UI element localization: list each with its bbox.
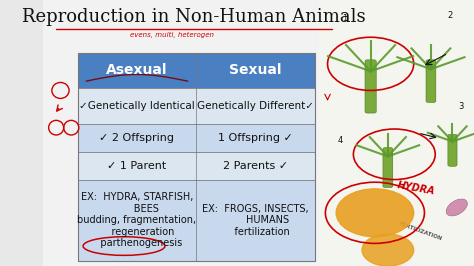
Text: EX:  FROGS, INSECTS,
        HUMANS
    fertilization: EX: FROGS, INSECTS, HUMANS fertilization <box>202 203 309 237</box>
FancyBboxPatch shape <box>448 134 457 166</box>
Text: 2: 2 <box>447 11 453 20</box>
Text: Asexual: Asexual <box>106 64 168 77</box>
FancyBboxPatch shape <box>43 0 474 266</box>
Ellipse shape <box>446 199 467 216</box>
Text: 2 Parents ✓: 2 Parents ✓ <box>223 161 288 171</box>
Text: Reproduction in Non-Human Animals: Reproduction in Non-Human Animals <box>22 8 366 26</box>
FancyBboxPatch shape <box>78 88 315 124</box>
Text: 3: 3 <box>458 102 464 111</box>
FancyBboxPatch shape <box>365 60 376 113</box>
Text: 4: 4 <box>338 136 343 146</box>
FancyBboxPatch shape <box>78 180 315 261</box>
Circle shape <box>362 234 414 266</box>
FancyBboxPatch shape <box>78 53 315 88</box>
FancyBboxPatch shape <box>383 148 393 188</box>
FancyBboxPatch shape <box>426 60 436 102</box>
Circle shape <box>336 189 414 237</box>
FancyBboxPatch shape <box>319 0 474 263</box>
Text: Genetically Different✓: Genetically Different✓ <box>197 101 314 111</box>
Text: ✓ 1 Parent: ✓ 1 Parent <box>107 161 166 171</box>
FancyBboxPatch shape <box>78 152 315 180</box>
Text: Sexual: Sexual <box>229 64 282 77</box>
Text: evens, multi, heterogen: evens, multi, heterogen <box>130 32 214 38</box>
Text: 1: 1 <box>342 14 347 23</box>
Text: FERTILIZATION: FERTILIZATION <box>398 221 442 242</box>
FancyBboxPatch shape <box>78 124 315 152</box>
Text: HYDRA: HYDRA <box>396 181 436 197</box>
Text: 1 Offspring ✓: 1 Offspring ✓ <box>218 133 293 143</box>
Text: ✓Genetically Identical: ✓Genetically Identical <box>79 101 195 111</box>
Text: ✓ 2 Offspring: ✓ 2 Offspring <box>100 133 174 143</box>
Text: EX:  HYDRA, STARFISH,
      BEES
budding, fragmentation,
    regeneration
   par: EX: HYDRA, STARFISH, BEES budding, fragm… <box>77 192 197 248</box>
